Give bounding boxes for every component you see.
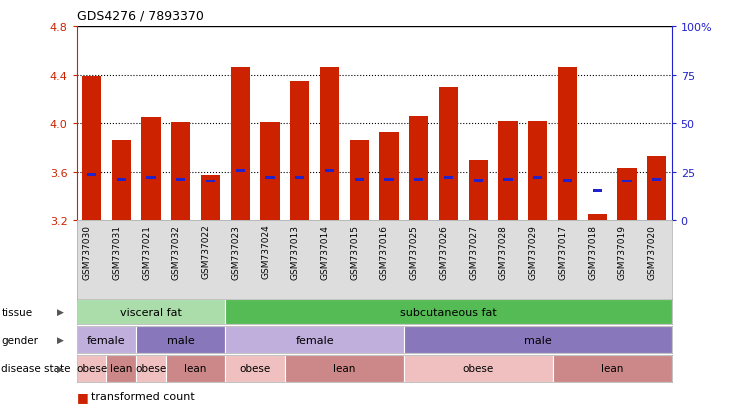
Bar	[380, 133, 399, 221]
Bar	[82, 76, 101, 221]
Text: visceral fat: visceral fat	[120, 307, 182, 317]
Text: lean: lean	[110, 363, 132, 374]
Text: GSM737019: GSM737019	[618, 224, 627, 279]
Bar	[236, 170, 245, 173]
Text: GSM737028: GSM737028	[499, 224, 508, 279]
Bar	[593, 189, 602, 192]
Bar	[231, 68, 250, 221]
Text: obese: obese	[463, 363, 494, 374]
Bar	[474, 180, 483, 183]
Text: GSM737014: GSM737014	[320, 224, 329, 279]
Text: lean: lean	[601, 363, 623, 374]
Bar	[201, 176, 220, 221]
Bar	[414, 179, 423, 182]
Text: GSM737022: GSM737022	[201, 224, 210, 279]
Bar	[652, 179, 661, 182]
Bar	[226, 355, 285, 382]
Bar	[528, 121, 548, 221]
Bar	[404, 355, 553, 382]
Bar	[226, 299, 672, 324]
Text: disease state: disease state	[1, 363, 71, 374]
Bar	[623, 180, 631, 183]
Bar	[136, 355, 166, 382]
Bar	[504, 179, 512, 182]
Text: gender: gender	[1, 335, 39, 345]
Bar	[261, 123, 280, 221]
Bar	[553, 355, 672, 382]
Text: obese: obese	[135, 363, 166, 374]
Text: GSM737029: GSM737029	[529, 224, 538, 279]
Bar	[107, 355, 136, 382]
Bar	[112, 141, 131, 221]
Text: lean: lean	[333, 363, 356, 374]
Bar	[171, 123, 191, 221]
Bar	[469, 160, 488, 221]
Bar	[385, 179, 393, 182]
Bar	[77, 326, 136, 353]
Bar	[142, 118, 161, 221]
Text: lean: lean	[185, 363, 207, 374]
Bar	[295, 176, 304, 179]
Text: female: female	[296, 335, 334, 345]
Text: GSM737031: GSM737031	[112, 224, 121, 279]
Text: GSM737027: GSM737027	[469, 224, 478, 279]
Text: GSM737016: GSM737016	[380, 224, 389, 279]
Text: GSM737024: GSM737024	[261, 224, 270, 279]
Bar	[290, 81, 310, 221]
Bar	[77, 355, 107, 382]
Bar	[404, 326, 672, 353]
Text: ▶: ▶	[57, 364, 64, 373]
Text: male: male	[167, 335, 195, 345]
Bar	[285, 355, 404, 382]
Bar	[444, 176, 453, 179]
Bar	[409, 116, 429, 221]
Bar	[77, 299, 226, 324]
Bar	[647, 157, 666, 221]
Text: GDS4276 / 7893370: GDS4276 / 7893370	[77, 10, 204, 23]
Text: GSM737017: GSM737017	[558, 224, 567, 279]
Text: GSM737032: GSM737032	[172, 224, 181, 279]
Bar	[266, 177, 274, 180]
Text: transformed count: transformed count	[91, 392, 195, 401]
Text: GSM737025: GSM737025	[410, 224, 419, 279]
Text: GSM737015: GSM737015	[350, 224, 359, 279]
Text: female: female	[87, 335, 126, 345]
Bar	[499, 121, 518, 221]
Text: tissue: tissue	[1, 307, 33, 317]
Bar	[350, 141, 369, 221]
Bar	[325, 170, 334, 173]
Bar	[176, 179, 185, 182]
Bar	[355, 179, 364, 182]
Text: subcutaneous fat: subcutaneous fat	[400, 307, 497, 317]
Bar	[87, 174, 96, 177]
Bar	[618, 169, 637, 221]
Bar	[147, 176, 155, 179]
Text: male: male	[524, 335, 552, 345]
Text: GSM737013: GSM737013	[291, 224, 300, 279]
Text: GSM737026: GSM737026	[439, 224, 448, 279]
Bar	[563, 180, 572, 183]
Text: ▶: ▶	[57, 335, 64, 344]
Text: GSM737018: GSM737018	[588, 224, 597, 279]
Bar	[558, 68, 577, 221]
Bar	[136, 326, 226, 353]
Bar	[320, 68, 339, 221]
Text: obese: obese	[76, 363, 107, 374]
Bar	[226, 326, 404, 353]
Text: obese: obese	[239, 363, 271, 374]
Text: ■: ■	[77, 390, 88, 403]
Bar	[166, 355, 226, 382]
Text: GSM737020: GSM737020	[648, 224, 657, 279]
Bar	[533, 176, 542, 179]
Bar	[439, 88, 458, 221]
Bar	[588, 215, 607, 221]
Text: ▶: ▶	[57, 307, 64, 316]
Text: GSM737030: GSM737030	[82, 224, 91, 279]
Bar	[117, 178, 126, 181]
Bar	[206, 180, 215, 183]
Text: GSM737023: GSM737023	[231, 224, 240, 279]
Text: GSM737021: GSM737021	[142, 224, 151, 279]
